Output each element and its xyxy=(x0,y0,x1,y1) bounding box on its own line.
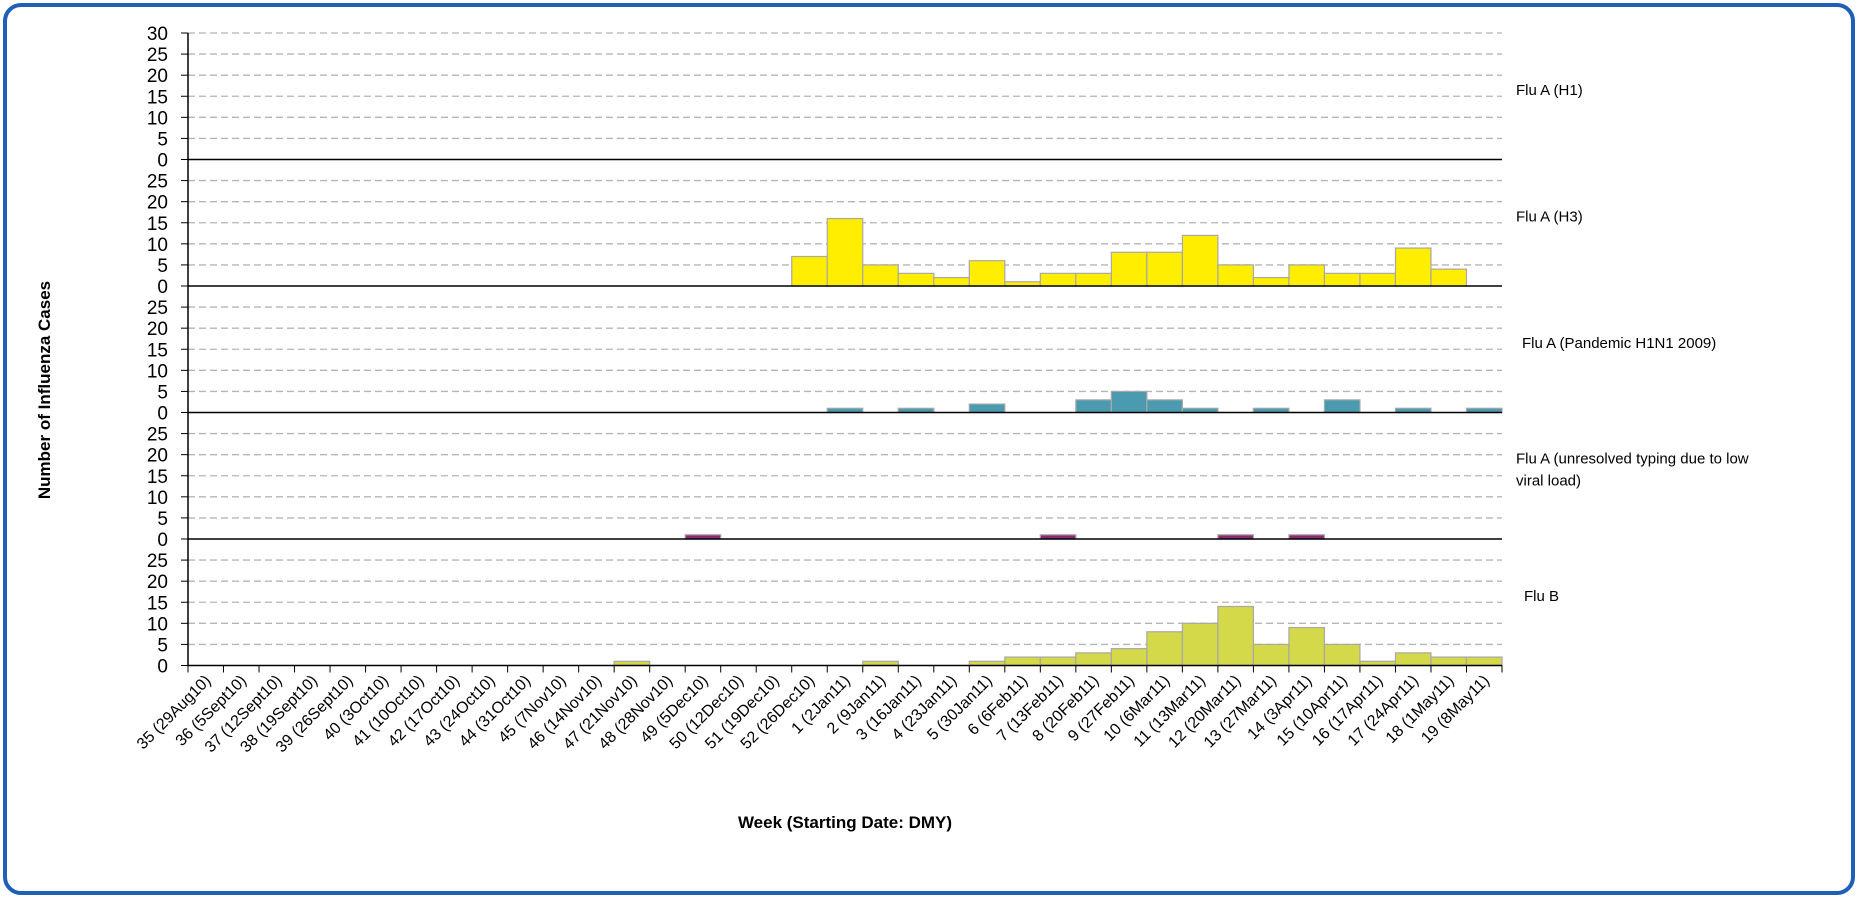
y-tick-label: 15 xyxy=(147,340,168,361)
series-label-line: Flu A (H3) xyxy=(1516,209,1583,226)
bar xyxy=(1288,264,1326,287)
y-axis-label: Number of Influenza Cases xyxy=(35,281,54,499)
bar xyxy=(1394,247,1432,287)
y-tick-label: 25 xyxy=(147,551,168,572)
y-tick-label: 20 xyxy=(147,446,168,467)
bar xyxy=(968,260,1006,287)
bar xyxy=(1075,652,1112,667)
y-tick-label: 10 xyxy=(147,614,168,635)
series-label: Flu A (H3) xyxy=(1516,209,1583,226)
y-tick-label: 0 xyxy=(157,404,168,425)
bar xyxy=(933,276,970,287)
bar xyxy=(1288,626,1326,667)
y-tick-label: 20 xyxy=(147,319,168,340)
bar xyxy=(1323,399,1361,414)
y-tick-label: 25 xyxy=(147,45,168,66)
bar xyxy=(1146,251,1183,287)
y-tick-label: 5 xyxy=(157,509,168,530)
series-label: Flu A (H1) xyxy=(1516,82,1583,99)
y-tick-label: 15 xyxy=(147,593,168,614)
bar xyxy=(1146,631,1183,667)
y-tick-label: 5 xyxy=(157,635,168,656)
bar xyxy=(1359,272,1397,287)
bar xyxy=(1430,656,1468,667)
series-label: Flu B xyxy=(1524,588,1559,605)
x-axis-label: Week (Starting Date: DMY) xyxy=(738,813,952,832)
y-tick-label: 25 xyxy=(147,172,168,193)
y-tick-label: 0 xyxy=(157,530,168,551)
bar xyxy=(897,272,935,287)
y-tick-label: 25 xyxy=(147,298,168,319)
bar xyxy=(1004,656,1041,667)
bar xyxy=(1430,268,1468,287)
bar xyxy=(791,255,828,287)
y-tick-label: 5 xyxy=(157,129,168,150)
bar xyxy=(1039,656,1077,667)
y-tick-label: 0 xyxy=(157,657,168,678)
y-tick-label: 5 xyxy=(157,256,168,277)
y-tick-label: 10 xyxy=(147,488,168,509)
series-label-line: viral load) xyxy=(1516,473,1581,490)
y-tick-label: 20 xyxy=(147,193,168,214)
bar xyxy=(1039,272,1077,287)
y-tick-label: 15 xyxy=(147,467,168,488)
bar xyxy=(1394,652,1432,667)
labels: Flu A (H1) Flu A (H3) Flu A (Pandemic H1N1… xyxy=(1516,82,1749,605)
y-tick-label: 20 xyxy=(147,572,168,593)
gridlines xyxy=(188,32,1502,646)
bar xyxy=(1181,234,1219,287)
bar xyxy=(826,217,864,287)
bar xyxy=(1323,272,1361,287)
series-label-line: Flu A (Pandemic H1N1 2009) xyxy=(1522,335,1716,352)
bar xyxy=(1146,399,1183,414)
bar xyxy=(1110,648,1148,667)
y-tick-label: 0 xyxy=(157,277,168,298)
series-label-line: Flu B xyxy=(1524,588,1559,605)
bar xyxy=(1075,399,1112,414)
y-tick-label: 10 xyxy=(147,108,168,129)
bar xyxy=(1217,605,1255,667)
bar xyxy=(1217,264,1255,287)
bar xyxy=(1110,251,1148,287)
bars xyxy=(613,217,1503,667)
y-tick-label: 10 xyxy=(147,361,168,382)
series-label: Flu A (Pandemic H1N1 2009) xyxy=(1522,335,1716,352)
series-label-line: Flu A (H1) xyxy=(1516,82,1583,99)
bar xyxy=(1252,276,1290,287)
bar xyxy=(1181,622,1219,667)
bar xyxy=(1252,643,1290,667)
y-tick-label: 20 xyxy=(147,66,168,87)
bar xyxy=(1323,643,1361,667)
y-tick-label: 5 xyxy=(157,382,168,403)
chart-frame xyxy=(3,3,1855,895)
bar xyxy=(968,403,1006,414)
y-tick-label: 0 xyxy=(157,151,168,172)
bar xyxy=(1075,272,1112,287)
series-label-line: Flu A (unresolved typing due to low xyxy=(1516,451,1749,468)
y-tick-label: 10 xyxy=(147,235,168,256)
y-tick-label: 25 xyxy=(147,425,168,446)
bar xyxy=(1465,656,1503,667)
bar xyxy=(862,264,899,287)
series-label: Flu A (unresolved typing due to low viral… xyxy=(1516,451,1749,490)
y-tick-label: 15 xyxy=(147,214,168,235)
y-tick-label: 30 xyxy=(147,24,168,45)
y-tick-label: 15 xyxy=(147,87,168,108)
bar xyxy=(1110,390,1148,414)
